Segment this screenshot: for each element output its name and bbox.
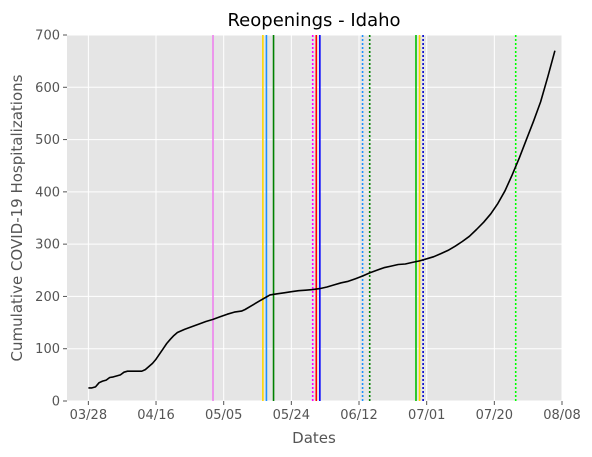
- x-tick-label: 05/24: [273, 408, 310, 423]
- y-tick-label: 100: [35, 342, 60, 357]
- x-ticks: 03/28 04/16 05/05 05/24 06/12 07/01 07/20 08/08: [70, 401, 581, 423]
- y-tick-label: 600: [35, 81, 60, 96]
- x-tick-label: 06/12: [340, 408, 377, 423]
- x-tick-label: 03/28: [70, 408, 107, 423]
- x-tick-label: 04/16: [137, 408, 174, 423]
- x-tick-label: 08/08: [543, 408, 580, 423]
- y-tick-label: 700: [35, 29, 60, 44]
- y-ticks: 0 100 200 300 400 500 600 700: [35, 29, 67, 410]
- x-axis-label: Dates: [292, 429, 336, 447]
- chart-title: Reopenings - Idaho: [227, 10, 400, 31]
- y-tick-label: 300: [35, 238, 60, 253]
- x-tick-label: 07/01: [408, 408, 445, 423]
- x-tick-label: 07/20: [476, 408, 513, 423]
- y-tick-label: 400: [35, 185, 60, 200]
- y-axis-label: Cumulative COVID-19 Hospitalizations: [8, 74, 26, 361]
- y-tick-label: 0: [52, 395, 60, 410]
- y-tick-label: 200: [35, 290, 60, 305]
- y-tick-label: 500: [35, 133, 60, 148]
- x-tick-label: 05/05: [205, 408, 242, 423]
